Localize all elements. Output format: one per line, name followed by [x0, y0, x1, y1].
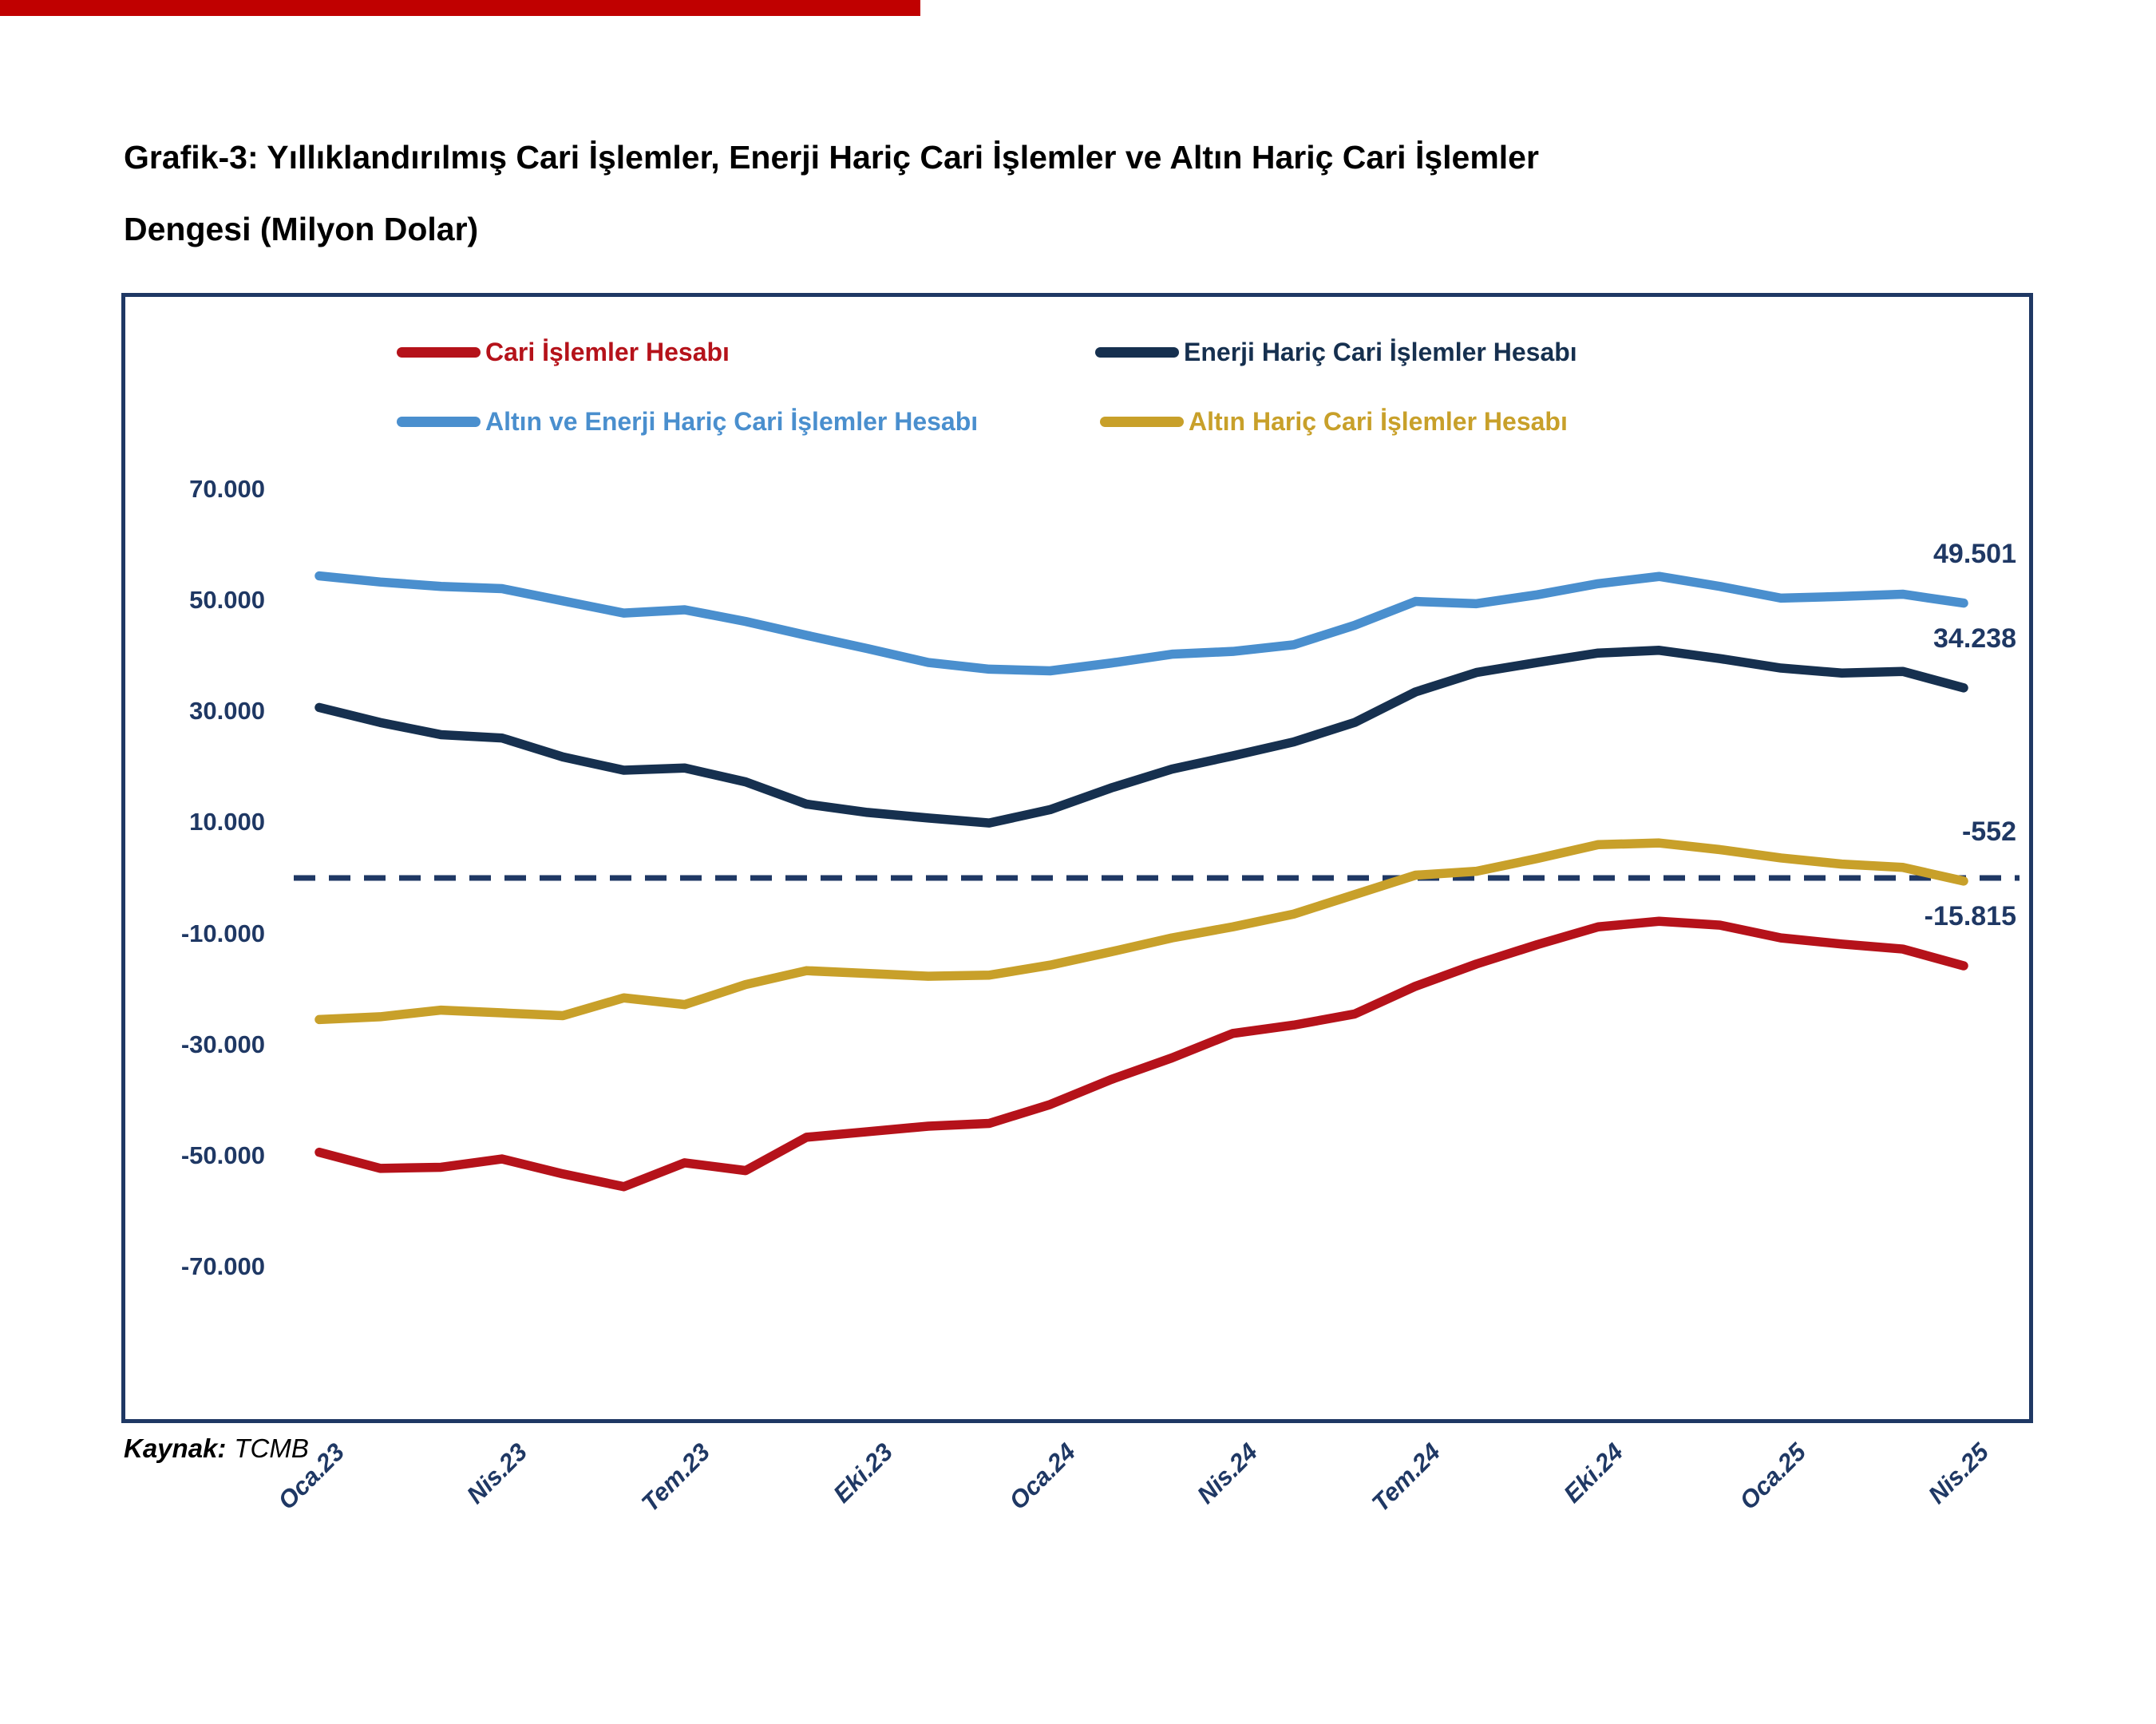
x-axis-tick-label: Eki.24 [1558, 1437, 1629, 1508]
y-axis-tick-label: 50.000 [189, 586, 265, 615]
legend-item-series-3: Altın ve Enerji Hariç Cari İşlemler Hesa… [397, 404, 978, 439]
y-axis-tick-label: -10.000 [180, 919, 265, 947]
x-axis-tick-label: Tem.23 [635, 1437, 715, 1517]
chart-title: Grafik-3: Yıllıklandırılmış Cari İşlemle… [124, 121, 1992, 265]
x-axis-tick-label: Oca.24 [1003, 1437, 1081, 1516]
x-axis-tick-label: Nis.25 [1922, 1437, 1995, 1509]
y-axis-tick-label: 30.000 [189, 697, 265, 726]
legend-label: Altın Hariç Cari İşlemler Hesabı [1189, 406, 1568, 436]
y-axis-tick-label: 70.000 [189, 475, 265, 503]
legend-item-series-1: Cari İşlemler Hesabı [397, 334, 730, 370]
x-axis-tick-label: Tem.24 [1367, 1437, 1446, 1517]
source-value: TCMB [234, 1433, 309, 1463]
legend-label: Cari İşlemler Hesabı [485, 337, 730, 366]
top-red-bar [0, 0, 920, 16]
y-axis-tick-label: -70.000 [180, 1251, 265, 1280]
legend-line-swatch [1095, 346, 1179, 358]
y-axis-tick-label: 10.000 [189, 808, 265, 836]
y-axis-tick-label: -50.000 [180, 1141, 265, 1169]
legend-item-series-4: Altın Hariç Cari İşlemler Hesabı [1100, 404, 1568, 439]
legend-item-series-2: Enerji Hariç Cari İşlemler Hesabı [1095, 334, 1577, 370]
chart-title-line-1: Grafik-3: Yıllıklandırılmış Cari İşlemle… [124, 139, 1539, 176]
x-axis-tick-label: Nis.24 [1192, 1437, 1264, 1509]
chart-title-line-2: Dengesi (Milyon Dolar) [124, 211, 479, 247]
legend-line-swatch [1100, 416, 1184, 427]
series-end-label: 34.238 [1933, 623, 2016, 654]
x-axis-tick-label: Oca.25 [1734, 1437, 1812, 1516]
legend-line-swatch [397, 346, 481, 358]
source-note: Kaynak: TCMB [124, 1433, 309, 1464]
legend-line-swatch [397, 416, 481, 427]
x-axis-tick-label: Nis.23 [461, 1437, 533, 1509]
series-end-label: 49.501 [1933, 538, 2016, 569]
x-axis-tick-label: Eki.23 [827, 1437, 898, 1508]
legend-label: Altın ve Enerji Hariç Cari İşlemler Hesa… [485, 406, 979, 436]
source-label: Kaynak: [124, 1433, 227, 1463]
chart-frame [121, 293, 2033, 1423]
legend-label: Enerji Hariç Cari İşlemler Hesabı [1184, 337, 1577, 366]
series-end-label: -552 [1961, 816, 2016, 847]
y-axis-tick-label: -30.000 [180, 1030, 265, 1058]
series-end-label: -15.815 [1924, 901, 2016, 932]
